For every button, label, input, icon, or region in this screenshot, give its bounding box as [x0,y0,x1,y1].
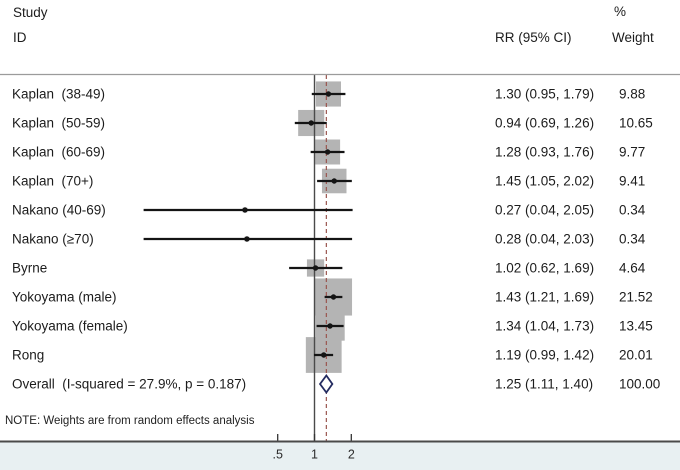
column-header-weight: Weight [612,30,654,45]
weight-value: 9.88 [619,86,646,102]
weight-value: 13.45 [619,318,653,334]
point-estimate-marker [330,294,337,300]
point-estimate-marker [308,120,314,126]
study-label: Nakano (40-69) [12,202,106,218]
study-label: Yokoyama (male) [12,289,117,305]
rr-ci-value: 0.94 (0.69, 1.26) [495,115,595,131]
rr-ci-value: 1.28 (0.93, 1.76) [495,144,595,160]
point-estimate-marker [331,178,337,184]
weight-value: 21.52 [619,289,653,305]
column-header-rr: RR (95% CI) [495,30,572,45]
rr-ci-value: 1.30 (0.95, 1.79) [495,86,595,102]
point-estimate-marker [325,91,332,97]
weight-value: 10.65 [619,115,653,131]
column-header-study: Study [13,5,48,20]
rr-ci-value: 1.43 (1.21, 1.69) [495,289,595,305]
weight-value: 9.77 [619,144,646,160]
study-label: Kaplan (60-69) [12,144,106,160]
overall-label: Overall (I-squared = 27.9%, p = 0.187) [12,376,247,392]
note-text: NOTE: Weights are from random effects an… [5,415,255,427]
rr-ci-value: 0.28 (0.04, 2.03) [495,231,595,247]
study-label: Kaplan (70+) [12,173,94,189]
study-label: Nakano (≥70) [12,231,94,247]
rr-ci-value: 0.27 (0.04, 2.05) [495,202,595,218]
x-axis-tick-label: .5 [272,448,282,462]
weight-value: 0.34 [619,231,646,247]
weight-value: 9.41 [619,173,646,189]
rr-ci-value: 1.34 (1.04, 1.73) [495,318,595,334]
overall-diamond [318,373,334,395]
point-estimate-marker [327,323,333,329]
weight-value: 20.01 [619,347,653,363]
point-estimate-marker [324,149,331,155]
study-label: Yokoyama (female) [12,318,128,334]
point-estimate-marker [321,352,327,358]
rr-ci-value: 1.45 (1.05, 2.02) [495,173,595,189]
study-label: Byrne [12,260,48,276]
point-estimate-marker [312,265,319,271]
rr-ci-value: 1.19 (0.99, 1.42) [495,347,595,363]
rr-ci-value: 1.02 (0.62, 1.69) [495,260,595,276]
study-label: Rong [12,347,45,363]
point-estimate-marker [244,236,250,242]
x-axis-tick-label: 2 [348,448,355,462]
study-label: Kaplan (50-59) [12,115,106,131]
column-header-percent: % [614,4,627,19]
overall-weight-value: 100.00 [619,376,661,392]
weight-value: 4.64 [619,260,646,276]
x-axis-band [0,442,680,470]
study-label: Kaplan (38-49) [12,86,106,102]
weight-value: 0.34 [619,202,646,218]
column-header-id: ID [13,30,27,45]
x-axis-tick-label: 1 [311,448,318,462]
overall-rr-ci-value: 1.25 (1.11, 1.40) [495,376,594,392]
point-estimate-marker [242,207,248,213]
